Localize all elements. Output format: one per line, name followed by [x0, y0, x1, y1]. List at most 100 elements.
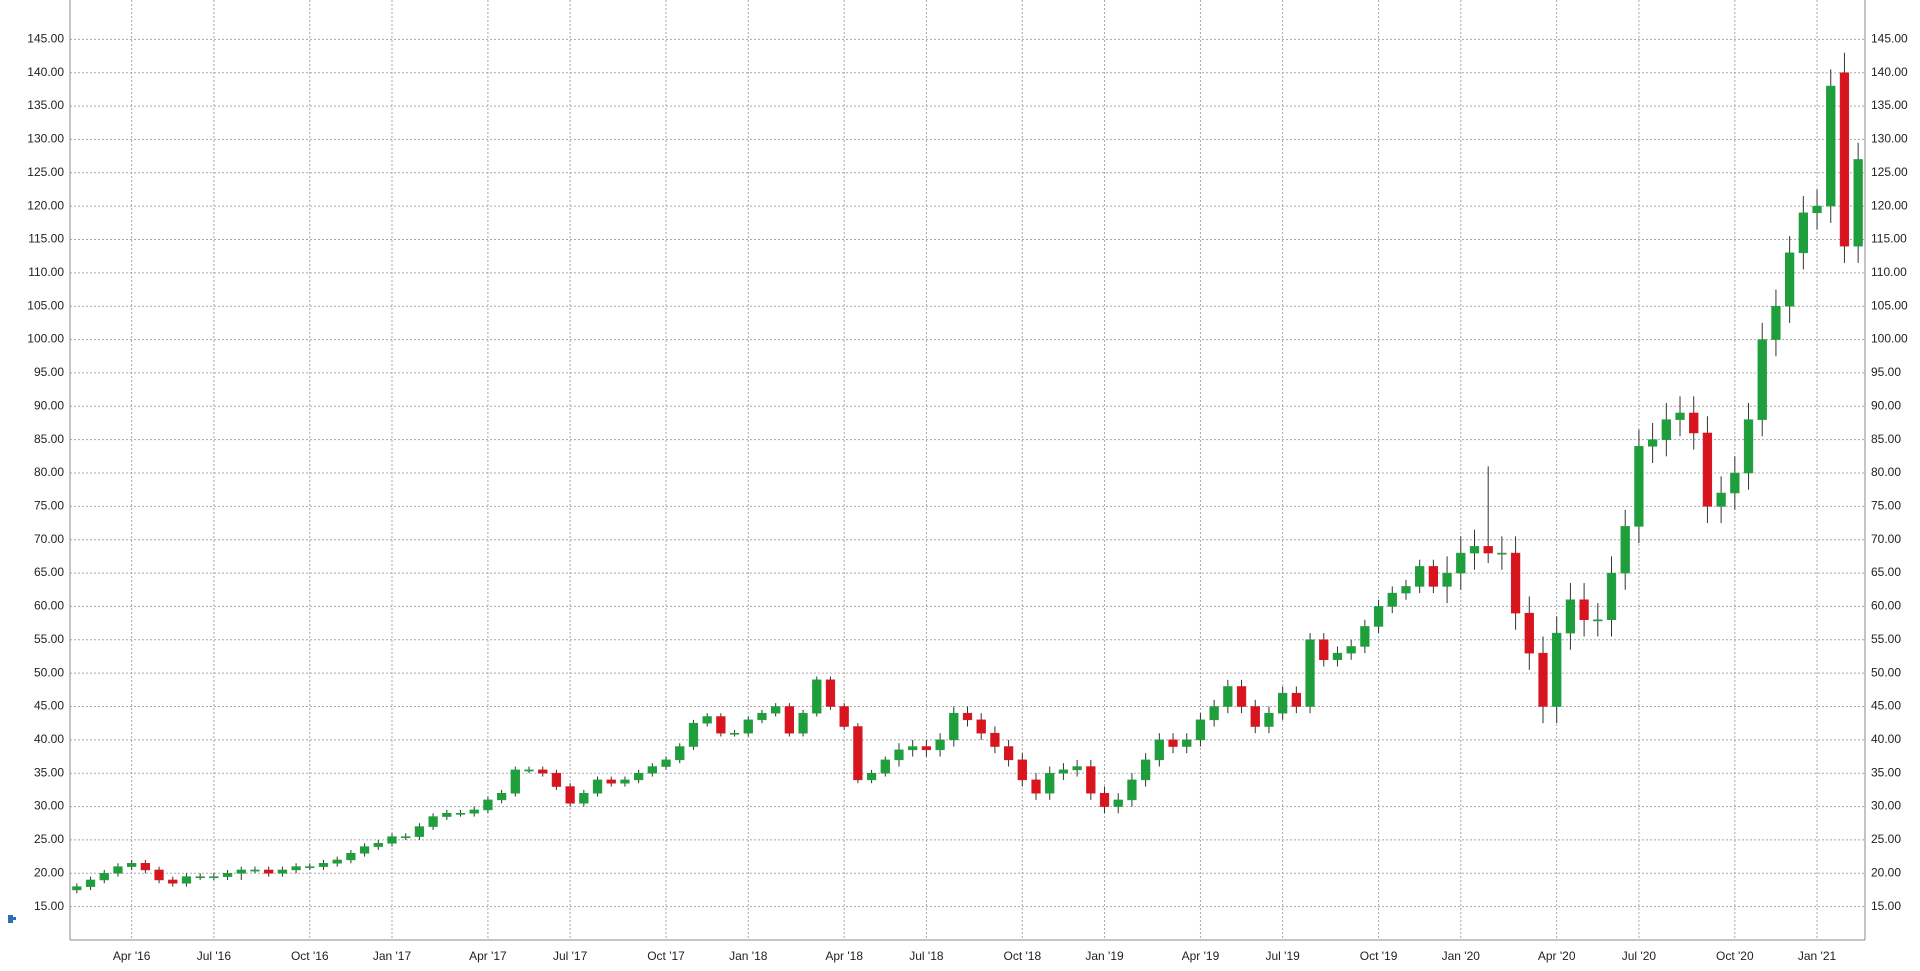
candle-body: [592, 779, 603, 794]
candle-body: [1195, 719, 1206, 741]
y-tick-label-right: 50.00: [1871, 665, 1901, 679]
candle-body: [620, 779, 630, 784]
y-tick-label-right: 115.00: [1871, 232, 1907, 246]
y-tick-label-right: 130.00: [1871, 132, 1908, 146]
candle-body: [729, 732, 740, 735]
candle-body: [154, 869, 164, 881]
candle-body: [688, 722, 699, 747]
candle-body: [1853, 159, 1863, 247]
y-tick-label: 65.00: [34, 565, 64, 579]
y-tick-label: 130.00: [27, 132, 64, 146]
candle-body: [1538, 652, 1548, 707]
y-tick-label-right: 90.00: [1871, 398, 1901, 412]
candle-body: [209, 876, 219, 879]
candle-body: [250, 869, 260, 872]
candle-body: [1702, 432, 1713, 507]
y-tick-label: 135.00: [27, 98, 64, 112]
y-tick-label: 25.00: [34, 832, 64, 846]
x-tick-label: Jan '18: [729, 949, 768, 963]
y-tick-label: 50.00: [34, 665, 64, 679]
y-tick-label-right: 120.00: [1871, 198, 1908, 212]
candle-body: [771, 706, 781, 714]
candle-body: [866, 772, 877, 781]
x-tick-label: Apr '19: [1182, 949, 1220, 963]
candle-body: [1236, 686, 1247, 707]
y-tick-label-right: 15.00: [1871, 899, 1901, 913]
x-tick-label: Jan '21: [1798, 949, 1837, 963]
y-tick-label-right: 145.00: [1871, 32, 1908, 46]
candle-body: [1634, 446, 1644, 527]
candle-body: [1497, 552, 1507, 555]
y-tick-label: 75.00: [34, 499, 64, 513]
x-tick-label: Jan '19: [1085, 949, 1124, 963]
y-tick-label: 120.00: [27, 198, 64, 212]
y-tick-label: 35.00: [34, 765, 64, 779]
candle-body: [1469, 546, 1480, 554]
x-tick-label: Apr '16: [113, 949, 151, 963]
y-tick-label-right: 110.00: [1871, 265, 1907, 279]
y-tick-label: 95.00: [34, 365, 64, 379]
candle-body: [496, 792, 507, 801]
candle-body: [812, 679, 822, 714]
candle-body: [1373, 606, 1384, 627]
candle-body: [1058, 769, 1069, 774]
candle-body: [634, 772, 644, 781]
candle-body: [538, 769, 548, 774]
candle-body: [1675, 412, 1685, 420]
candle-body: [1291, 692, 1301, 707]
candle-body: [318, 863, 329, 867]
candle-body: [1168, 739, 1178, 747]
candle-body: [181, 876, 192, 884]
y-tick-label-right: 20.00: [1871, 865, 1901, 879]
x-tick-label: Oct '20: [1716, 949, 1754, 963]
candle-body: [1223, 686, 1233, 707]
candle-body: [291, 866, 301, 871]
candle-body: [1483, 546, 1493, 554]
y-tick-label: 145.00: [27, 32, 64, 46]
candle-body: [1319, 639, 1329, 661]
candle-body: [113, 866, 123, 874]
candle-body: [1250, 706, 1260, 727]
candle-body: [798, 712, 808, 734]
candle-body: [72, 886, 82, 891]
y-tick-label: 45.00: [34, 699, 64, 713]
candle-body: [524, 769, 534, 772]
candle-body: [1620, 526, 1630, 574]
y-tick-label-right: 105.00: [1871, 298, 1908, 312]
candle-body: [85, 879, 96, 887]
candle-body: [990, 732, 1000, 747]
y-tick-label-right: 135.00: [1871, 98, 1908, 112]
candle-body: [1072, 766, 1082, 771]
y-tick-label-right: 85.00: [1871, 432, 1901, 446]
candle-body: [825, 679, 836, 707]
candle-body: [1017, 759, 1027, 781]
y-tick-label-right: 95.00: [1871, 365, 1901, 379]
candle-body: [1798, 212, 1808, 254]
candle-body: [880, 759, 890, 774]
candle-body: [140, 863, 150, 871]
candle-body: [1716, 492, 1726, 507]
candle-body: [1360, 626, 1370, 647]
y-tick-label: 15.00: [34, 899, 64, 913]
x-tick-label: Jul '18: [909, 949, 944, 963]
candle-body: [1826, 85, 1836, 207]
candle-body: [1278, 692, 1288, 714]
candle-body: [1647, 439, 1658, 447]
y-tick-label: 30.00: [34, 799, 64, 813]
candle-body: [675, 746, 685, 761]
candle-body: [1510, 552, 1521, 614]
corner-icon: [8, 915, 16, 923]
candle-body: [784, 706, 795, 734]
y-tick-label: 85.00: [34, 432, 64, 446]
candle-body: [236, 869, 246, 874]
x-tick-label: Apr '20: [1538, 949, 1576, 963]
candle-body: [168, 879, 178, 884]
candle-body: [702, 716, 712, 724]
candle-body: [894, 749, 904, 761]
candle-body: [935, 739, 945, 751]
candle-body: [264, 869, 274, 874]
candle-body: [1785, 252, 1795, 307]
x-tick-label: Jul '17: [553, 949, 588, 963]
candle-body: [921, 746, 932, 751]
